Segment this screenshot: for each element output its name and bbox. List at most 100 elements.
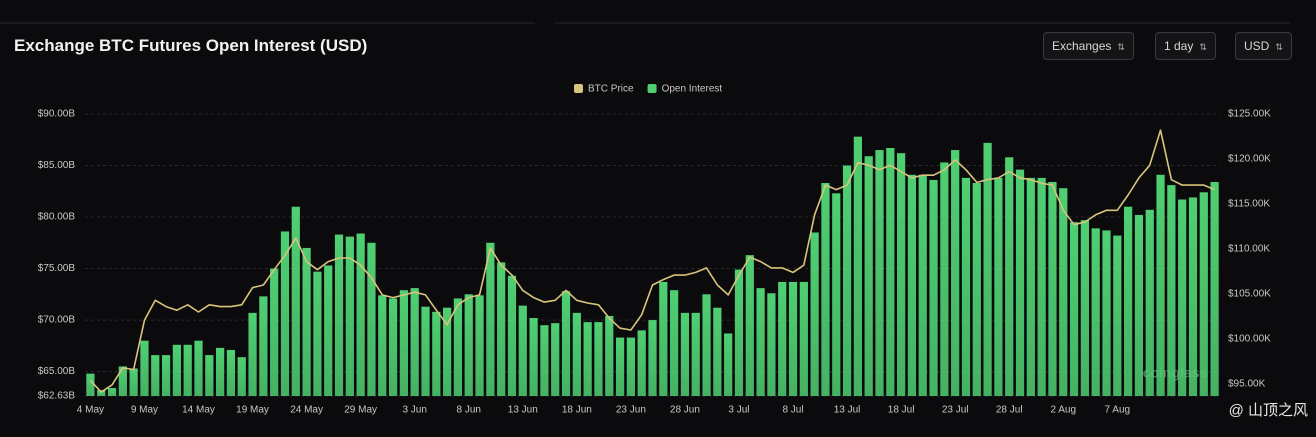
bar bbox=[864, 156, 873, 396]
y2-tick-label: $125.00K bbox=[1228, 109, 1271, 120]
bar bbox=[356, 233, 365, 396]
bar bbox=[518, 305, 527, 396]
legend-label: BTC Price bbox=[588, 84, 634, 95]
bar bbox=[540, 325, 549, 396]
bar bbox=[648, 320, 657, 396]
y2-tick-label: $110.00K bbox=[1228, 244, 1270, 255]
bar bbox=[410, 288, 419, 396]
bar bbox=[345, 236, 354, 396]
bar bbox=[443, 307, 452, 396]
bar bbox=[1015, 169, 1025, 396]
bar bbox=[615, 337, 625, 396]
bar bbox=[583, 322, 592, 396]
bar bbox=[572, 312, 581, 396]
bar bbox=[1069, 222, 1079, 396]
bar bbox=[821, 183, 830, 396]
x-tick-label: 23 Jun bbox=[616, 405, 646, 416]
bar bbox=[529, 318, 538, 396]
bar bbox=[205, 355, 214, 396]
y2-tick-label: $100.00K bbox=[1228, 334, 1271, 345]
exchange-select[interactable]: Exchanges bbox=[1043, 32, 1134, 60]
price-line bbox=[89, 129, 1215, 393]
bar bbox=[1048, 182, 1057, 396]
bar bbox=[594, 322, 603, 396]
x-tick-label: 28 Jun bbox=[670, 405, 700, 416]
bar bbox=[86, 373, 95, 396]
bar bbox=[507, 275, 517, 396]
bar bbox=[464, 294, 473, 396]
legend-label: Open Interest bbox=[662, 84, 723, 95]
bar bbox=[194, 340, 203, 396]
bar bbox=[388, 298, 398, 396]
bar bbox=[302, 247, 311, 396]
currency-select[interactable]: USD bbox=[1235, 32, 1292, 60]
bar bbox=[799, 281, 808, 396]
y-tick-label: $85.00B bbox=[38, 160, 76, 171]
bar bbox=[778, 281, 787, 396]
x-tick-label: 8 Jul bbox=[782, 405, 803, 416]
bar bbox=[1156, 174, 1165, 396]
bar bbox=[1188, 197, 1198, 396]
bar bbox=[432, 311, 441, 396]
bar bbox=[788, 281, 798, 396]
bar bbox=[994, 177, 1003, 396]
bar bbox=[107, 388, 117, 396]
x-tick-label: 29 May bbox=[344, 405, 377, 416]
bar bbox=[561, 291, 571, 396]
y2-tick-label: $115.00K bbox=[1228, 199, 1270, 210]
x-tick-label: 8 Jun bbox=[457, 405, 481, 416]
bar bbox=[886, 148, 895, 396]
bar bbox=[1005, 157, 1014, 396]
x-tick-label: 23 Jul bbox=[942, 405, 969, 416]
bar bbox=[475, 295, 484, 396]
x-tick-label: 13 Jul bbox=[834, 405, 861, 416]
bar bbox=[1080, 220, 1089, 396]
bar bbox=[853, 136, 862, 396]
bar bbox=[1178, 199, 1187, 396]
bar bbox=[486, 242, 495, 396]
bar bbox=[497, 262, 506, 396]
bar bbox=[907, 174, 917, 396]
bar bbox=[259, 296, 268, 396]
x-tick-label: 24 May bbox=[290, 405, 323, 416]
y-tick-label: $70.00B bbox=[38, 315, 76, 326]
bar bbox=[713, 307, 722, 396]
bar bbox=[216, 347, 225, 396]
x-tick-label: 7 Aug bbox=[1105, 405, 1131, 416]
bar bbox=[1134, 214, 1144, 396]
y2-tick-label: $95.00K bbox=[1228, 379, 1266, 390]
x-tick-label: 2 Aug bbox=[1050, 405, 1076, 416]
bar bbox=[151, 355, 160, 396]
bar bbox=[605, 315, 614, 396]
bar bbox=[842, 165, 852, 396]
bar bbox=[97, 390, 106, 396]
bar bbox=[961, 177, 971, 396]
bar bbox=[929, 179, 938, 396]
x-tick-label: 18 Jul bbox=[888, 405, 915, 416]
y2-tick-label: $105.00K bbox=[1228, 289, 1271, 300]
bar bbox=[1102, 230, 1111, 396]
bar bbox=[691, 312, 700, 396]
bar bbox=[324, 265, 333, 396]
bar bbox=[551, 323, 560, 396]
bar bbox=[421, 306, 430, 396]
bar bbox=[183, 344, 192, 396]
interval-select[interactable]: 1 day bbox=[1155, 32, 1216, 60]
bar bbox=[280, 231, 290, 396]
y-tick-label: $62.63B bbox=[38, 391, 76, 402]
bar bbox=[745, 255, 754, 396]
bar bbox=[875, 150, 884, 396]
bar bbox=[118, 366, 127, 396]
bar bbox=[1167, 185, 1176, 396]
x-tick-label: 4 May bbox=[77, 405, 104, 416]
bar bbox=[291, 206, 300, 396]
y2-tick-label: $120.00K bbox=[1228, 154, 1271, 165]
x-tick-label: 9 May bbox=[131, 405, 158, 416]
bar bbox=[1199, 192, 1208, 396]
bar bbox=[734, 269, 744, 396]
chart-title: Exchange BTC Futures Open Interest (USD) bbox=[14, 36, 368, 55]
bar bbox=[940, 162, 949, 396]
bar bbox=[270, 268, 279, 396]
bar bbox=[659, 281, 668, 396]
